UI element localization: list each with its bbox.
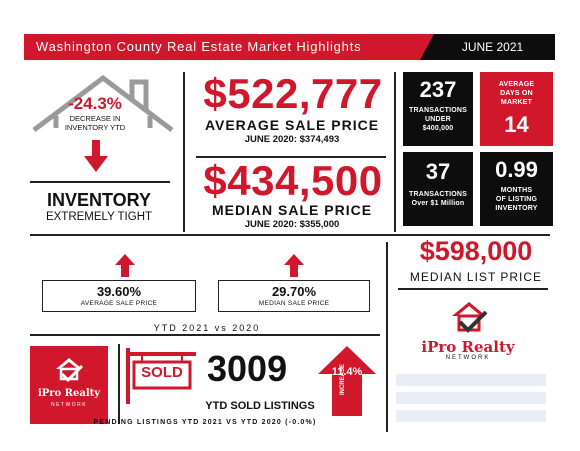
stat-days-label-3: MARKET bbox=[500, 99, 533, 106]
inventory-change-label-1: DECREASE IN bbox=[69, 114, 121, 123]
pending-listings: PENDING LISTINGS YTD 2021 VS YTD 2020 (-… bbox=[93, 419, 317, 426]
stat-transactions-over-value: 37 bbox=[425, 159, 451, 184]
arrow-up-icon-median bbox=[284, 254, 304, 277]
brand-badge-network: NETWORK bbox=[50, 402, 88, 408]
divider-price bbox=[196, 156, 386, 158]
stat-transactions-over-label-2: Over $1 Million bbox=[411, 200, 465, 207]
sold-count: 3009 bbox=[207, 348, 288, 389]
divider-horizontal-1 bbox=[30, 234, 550, 236]
increase-pct: 11.4% bbox=[331, 366, 363, 378]
median-sale-label: MEDIAN SALE PRICE bbox=[211, 202, 373, 218]
report-title: Washington County Real Estate Market Hig… bbox=[24, 34, 434, 60]
house-outline-icon bbox=[32, 74, 174, 132]
brand-badge-name: iPro Realty bbox=[37, 388, 101, 399]
stat-transactions-under-value: 237 bbox=[419, 77, 457, 102]
average-sale-prior: JUNE 2020: $374,493 bbox=[244, 134, 340, 145]
ytd-average-pct: 39.60% bbox=[96, 284, 142, 299]
stat-transactions-under-label-3: $400,000 bbox=[422, 125, 454, 132]
stat-months-label-3: INVENTORY bbox=[495, 205, 538, 212]
brand-name: iPro Realty bbox=[421, 338, 515, 356]
stat-days-on-market: AVERAGE DAYS ON MARKET 14 bbox=[480, 72, 553, 146]
arrow-down-icon bbox=[84, 140, 108, 172]
blank-bar-1 bbox=[396, 374, 546, 386]
brand-badge-house-icon bbox=[56, 358, 84, 383]
ytd-median-box: 29.70% MEDIAN SALE PRICE bbox=[218, 280, 370, 312]
stat-transactions-over: 37 TRANSACTIONS Over $1 Million bbox=[403, 152, 473, 226]
stat-months-value: 0.99 bbox=[495, 157, 538, 182]
stat-transactions-under-label-1: TRANSACTIONS bbox=[408, 107, 467, 114]
sold-sign-icon bbox=[126, 348, 196, 404]
list-price-divider bbox=[398, 288, 548, 290]
median-sale-prior: JUNE 2020: $355,000 bbox=[244, 219, 340, 230]
ytd-average-label: AVERAGE SALE PRICE bbox=[80, 300, 158, 307]
ytd-caption: YTD 2021 vs 2020 bbox=[153, 323, 261, 333]
brand-house-check-icon bbox=[452, 302, 488, 333]
increase-word: INCREASE bbox=[340, 363, 346, 395]
increase-arrow-icon bbox=[318, 346, 376, 416]
ytd-median-pct: 29.70% bbox=[271, 284, 317, 299]
brand-badge: iPro Realty NETWORK bbox=[30, 346, 108, 424]
stat-transactions-over-label-1: TRANSACTIONS bbox=[408, 191, 467, 198]
inventory-subtitle: EXTREMELY TIGHT bbox=[45, 211, 153, 223]
inventory-divider bbox=[30, 181, 170, 183]
inventory-title: INVENTORY bbox=[46, 190, 152, 210]
report-period: JUNE 2021 bbox=[420, 34, 555, 60]
stat-months-inventory: 0.99 MONTHS OF LISTING INVENTORY bbox=[480, 152, 553, 226]
inventory-change-label-2: INVENTORY YTD bbox=[64, 123, 126, 132]
stat-months-label-2: OF LISTING bbox=[495, 196, 538, 203]
median-list-price: $598,000 bbox=[419, 236, 533, 266]
average-sale-price: $522,777 bbox=[203, 70, 383, 117]
ytd-average-box: 39.60% AVERAGE SALE PRICE bbox=[42, 280, 196, 312]
divider-vertical-4 bbox=[118, 344, 120, 424]
divider-vertical-3 bbox=[386, 242, 388, 432]
stat-transactions-under-label-2: UNDER bbox=[425, 116, 451, 123]
stat-days-label-1: AVERAGE bbox=[498, 81, 535, 88]
median-sale-price: $434,500 bbox=[203, 157, 383, 204]
brand-network: NETWORK bbox=[445, 355, 491, 361]
median-list-label: MEDIAN LIST PRICE bbox=[409, 270, 543, 284]
stat-months-label-1: MONTHS bbox=[500, 187, 533, 194]
stat-days-value: 14 bbox=[504, 112, 529, 137]
average-sale-label: AVERAGE SALE PRICE bbox=[204, 117, 380, 133]
stat-transactions-under: 237 TRANSACTIONS UNDER $400,000 bbox=[403, 72, 473, 146]
divider-horizontal-2 bbox=[30, 334, 380, 336]
sold-badge-text: SOLD bbox=[141, 364, 183, 381]
divider-vertical-1 bbox=[183, 72, 185, 232]
stat-days-label-2: DAYS ON bbox=[500, 90, 533, 97]
divider-vertical-2 bbox=[394, 72, 396, 232]
arrow-up-icon-avg bbox=[115, 254, 135, 277]
ytd-median-label: MEDIAN SALE PRICE bbox=[258, 300, 330, 307]
sold-label: YTD SOLD LISTINGS bbox=[205, 400, 315, 412]
blank-bar-3 bbox=[396, 410, 546, 422]
inventory-change: -24.3% bbox=[68, 94, 122, 113]
blank-bar-2 bbox=[396, 392, 546, 404]
